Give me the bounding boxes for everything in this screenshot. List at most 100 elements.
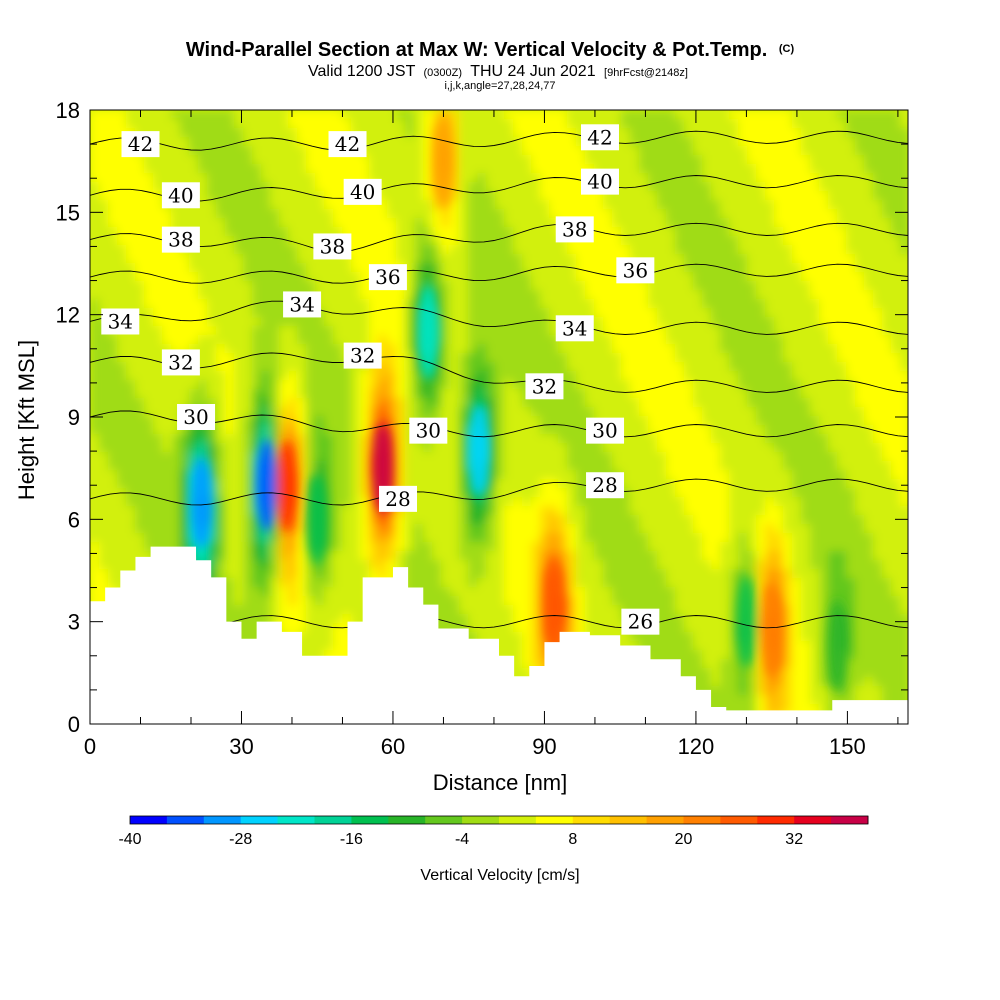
velocity-cell (117, 425, 127, 435)
velocity-cell (252, 344, 262, 354)
velocity-cell (666, 308, 676, 318)
velocity-cell (333, 551, 343, 561)
velocity-cell (576, 290, 586, 300)
velocity-cell (603, 254, 613, 264)
velocity-cell (405, 173, 415, 183)
velocity-cell (720, 299, 730, 309)
velocity-cell (180, 515, 190, 525)
velocity-cell (450, 335, 460, 345)
velocity-cell (432, 443, 442, 453)
velocity-cell (441, 326, 451, 336)
velocity-cell (180, 317, 190, 327)
velocity-cell (531, 353, 541, 363)
velocity-cell (279, 371, 289, 381)
velocity-cell (675, 425, 685, 435)
velocity-cell (225, 362, 235, 372)
velocity-cell (126, 533, 136, 543)
velocity-cell (459, 506, 469, 516)
velocity-cell (225, 434, 235, 444)
velocity-cell (540, 191, 550, 201)
velocity-cell (261, 164, 271, 174)
velocity-cell (144, 164, 154, 174)
velocity-cell (477, 569, 487, 579)
velocity-cell (297, 389, 307, 399)
velocity-cell (531, 650, 541, 660)
velocity-cell (162, 209, 172, 219)
velocity-cell (630, 524, 640, 534)
velocity-cell (450, 488, 460, 498)
velocity-cell (288, 587, 298, 597)
velocity-cell (306, 470, 316, 480)
velocity-cell (396, 443, 406, 453)
velocity-cell (576, 209, 586, 219)
velocity-cell (603, 218, 613, 228)
velocity-cell (675, 200, 685, 210)
velocity-cell (171, 344, 181, 354)
velocity-cell (207, 353, 217, 363)
velocity-cell (720, 371, 730, 381)
velocity-cell (234, 308, 244, 318)
velocity-cell (504, 380, 514, 390)
velocity-cell (189, 155, 199, 165)
velocity-cell (207, 326, 217, 336)
velocity-cell (504, 335, 514, 345)
velocity-cell (603, 533, 613, 543)
velocity-cell (594, 533, 604, 543)
velocity-cell (351, 470, 361, 480)
velocity-cell (369, 218, 379, 228)
velocity-cell (702, 290, 712, 300)
velocity-cell (450, 263, 460, 273)
velocity-cell (288, 110, 298, 120)
velocity-cell (567, 524, 577, 534)
velocity-cell (522, 605, 532, 615)
velocity-cell (207, 146, 217, 156)
velocity-cell (702, 137, 712, 147)
velocity-cell (288, 560, 298, 570)
velocity-cell (603, 308, 613, 318)
velocity-cell (630, 470, 640, 480)
velocity-cell (270, 146, 280, 156)
velocity-cell (621, 209, 631, 219)
velocity-cell (162, 461, 172, 471)
velocity-cell (621, 362, 631, 372)
velocity-cell (153, 317, 163, 327)
velocity-cell (522, 551, 532, 561)
velocity-cell (207, 290, 217, 300)
velocity-cell (414, 488, 424, 498)
velocity-cell (342, 398, 352, 408)
velocity-cell (666, 326, 676, 336)
velocity-cell (558, 506, 568, 516)
velocity-cell (531, 479, 541, 489)
velocity-cell (531, 146, 541, 156)
velocity-cell (126, 191, 136, 201)
velocity-cell (702, 452, 712, 462)
velocity-cell (603, 110, 613, 120)
velocity-cell (585, 605, 595, 615)
velocity-cell (315, 218, 325, 228)
velocity-cell (99, 380, 109, 390)
velocity-cell (504, 110, 514, 120)
velocity-cell (495, 533, 505, 543)
velocity-cell (450, 236, 460, 246)
velocity-cell (558, 461, 568, 471)
velocity-cell (711, 407, 721, 417)
velocity-cell (360, 470, 370, 480)
velocity-cell (711, 560, 721, 570)
velocity-cell (531, 128, 541, 138)
velocity-cell (144, 443, 154, 453)
velocity-cell (459, 308, 469, 318)
velocity-cell (657, 227, 667, 237)
velocity-cell (531, 272, 541, 282)
velocity-cell (576, 245, 586, 255)
velocity-cell (243, 218, 253, 228)
velocity-cell (567, 497, 577, 507)
velocity-cell (162, 344, 172, 354)
velocity-cell (117, 353, 127, 363)
velocity-cell (207, 362, 217, 372)
velocity-cell (693, 677, 703, 687)
velocity-cell (153, 344, 163, 354)
velocity-cell (423, 488, 433, 498)
velocity-cell (540, 236, 550, 246)
velocity-cell (153, 461, 163, 471)
velocity-cell (324, 515, 334, 525)
